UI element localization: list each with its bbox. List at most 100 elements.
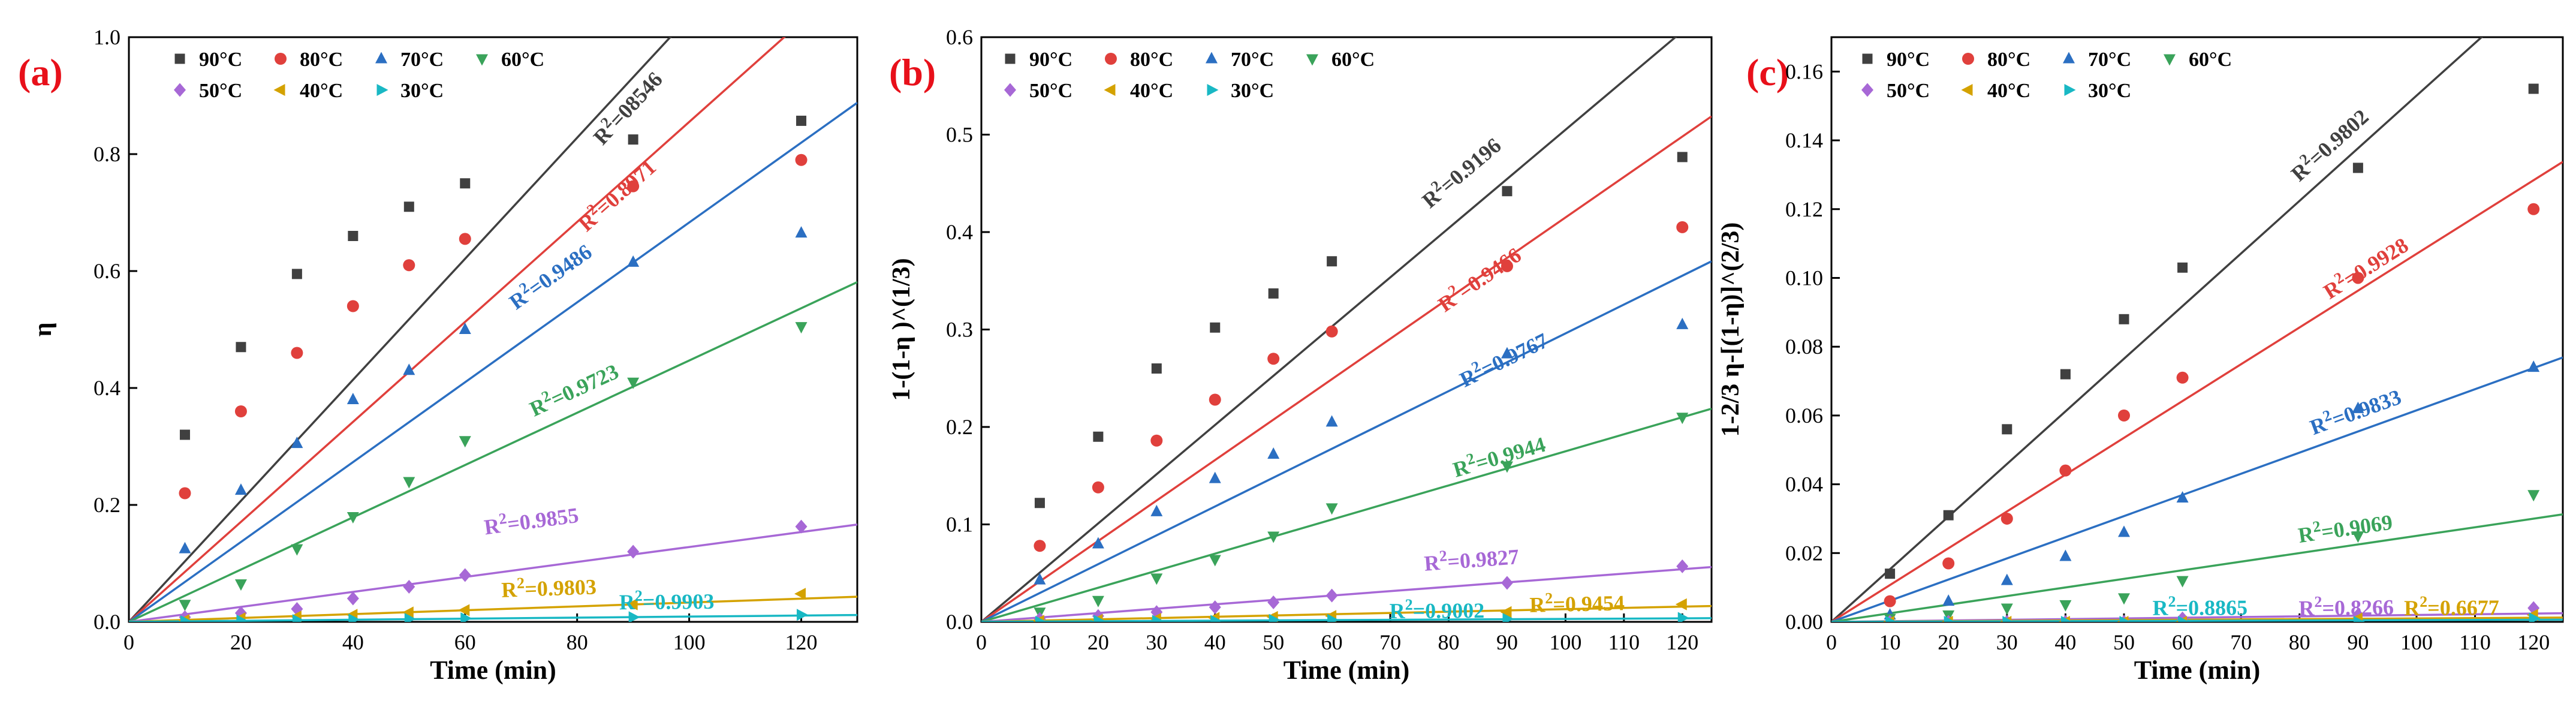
legend-marker (275, 53, 287, 65)
x-tick-label: 30 (1146, 630, 1167, 654)
data-point (1327, 256, 1337, 267)
legend-marker (1206, 52, 1218, 64)
r2-label: R2=0.9002 (1390, 595, 1485, 623)
data-point (797, 609, 809, 621)
data-point (1035, 616, 1047, 622)
x-tick-label: 10 (1029, 630, 1050, 654)
r2-label: R2=0.8971 (572, 153, 661, 236)
data-point (795, 154, 808, 166)
data-point (1034, 498, 1045, 509)
data-point (2060, 369, 2071, 380)
r2-label: R2=0.9723 (525, 357, 622, 422)
data-point (2118, 525, 2130, 537)
legend-label: 70°C (2088, 49, 2131, 71)
y-tick-label: 0.1 (946, 513, 973, 537)
data-point (1267, 595, 1280, 609)
data-point (1325, 503, 1338, 515)
data-point (794, 588, 806, 600)
r2-label: R2=0.9827 (1423, 541, 1520, 576)
data-point (460, 612, 472, 622)
x-tick-label: 100 (1549, 630, 1581, 654)
x-tick-label: 70 (2230, 630, 2252, 654)
legend: 90°C 80°C 70°C 60°C 50°C 40°C 30°C (1861, 49, 2232, 102)
y-axis-label: η (29, 323, 57, 337)
data-point (1675, 598, 1687, 610)
data-point (795, 519, 808, 534)
y-axis-label: 1-2/3 η-[(1-η)]^(2/3) (1717, 222, 1745, 437)
x-axis-label: Time (min) (430, 655, 556, 685)
data-point (2118, 593, 2130, 605)
data-point (1676, 221, 1689, 233)
data-point (1210, 615, 1222, 622)
x-tick-label: 80 (2289, 630, 2310, 654)
y-tick-label: 0.08 (1785, 335, 1823, 359)
data-point (628, 611, 640, 622)
x-tick-label: 40 (2054, 630, 2076, 654)
r2-label: R2=0.8266 (2298, 592, 2394, 621)
plot-frame (128, 36, 858, 623)
data-point (1944, 616, 1956, 622)
data-point (1325, 588, 1338, 603)
data-point (2002, 424, 2012, 435)
data-point (1209, 555, 1221, 567)
panel-label: (b) (889, 51, 936, 94)
data-point (234, 483, 247, 495)
r2-label: R2=0.9803 (501, 571, 596, 601)
legend-marker (1004, 83, 1016, 97)
data-point (2000, 512, 2013, 525)
data-point (1151, 363, 1162, 374)
panel-label: (c) (1746, 51, 1789, 94)
y-tick-label: 0.4 (94, 376, 120, 400)
fit-line (129, 595, 857, 622)
r2-label: R2=0.8865 (2153, 592, 2248, 619)
data-point (404, 613, 416, 622)
r2-label: R2=0.9069 (2296, 507, 2394, 547)
x-tick-label: 40 (342, 630, 364, 654)
data-point (1676, 559, 1689, 573)
data-point (1150, 434, 1163, 447)
y-tick-label: 0.2 (946, 415, 973, 439)
panel-b: (b) 0 10 20 30 40 50 60 70 80 90 100 110 120 0.0 0.1 0.2… (888, 25, 1713, 685)
data-point (2527, 203, 2540, 215)
fit-line (981, 115, 1712, 622)
x-tick-label: 90 (1496, 630, 1518, 654)
legend-marker (1961, 84, 1973, 96)
legend-marker (376, 84, 388, 96)
y-tick-label: 0.14 (1785, 128, 1823, 152)
data-point (2176, 371, 2189, 384)
x-tick-label: 80 (1438, 630, 1460, 654)
legend-marker (1005, 53, 1016, 64)
legend-label: 50°C (1887, 80, 1930, 102)
x-tick-label: 100 (2400, 630, 2433, 654)
data-point (459, 233, 471, 245)
data-point (1209, 600, 1221, 615)
fit-line (1831, 161, 2563, 622)
r2-label: R2=0.9928 (2318, 230, 2412, 303)
data-point (2002, 616, 2014, 622)
y-tick-label: 0.06 (1785, 404, 1823, 428)
x-tick-label: 20 (230, 630, 252, 654)
panel-c: (c) 0 10 20 30 40 50 60 70 80 90 100 110 120 0.00 0.02 0… (1717, 36, 2564, 685)
y-tick-label: 0.2 (94, 493, 120, 517)
data-point (1150, 504, 1163, 516)
data-point (291, 347, 303, 359)
legend-label: 90°C (1887, 49, 1930, 71)
x-tick-label: 10 (1879, 630, 1901, 654)
data-point (2352, 272, 2364, 284)
x-tick-label: 120 (2517, 630, 2550, 654)
data-point (1885, 568, 1896, 579)
y-tick-label: 0.8 (94, 142, 120, 166)
fit-line (981, 604, 1712, 622)
data-point (1501, 260, 1513, 272)
data-point (403, 477, 415, 489)
data-point (234, 579, 247, 591)
fit-line (129, 281, 857, 622)
data-point (1501, 576, 1513, 590)
y-tick-label: 0.6 (946, 25, 973, 49)
legend-label: 30°C (1231, 80, 1274, 102)
legend-marker (2064, 84, 2076, 96)
data-point (179, 487, 191, 500)
data-point (347, 300, 359, 312)
data-point (2176, 491, 2189, 503)
data-point (1150, 573, 1163, 585)
